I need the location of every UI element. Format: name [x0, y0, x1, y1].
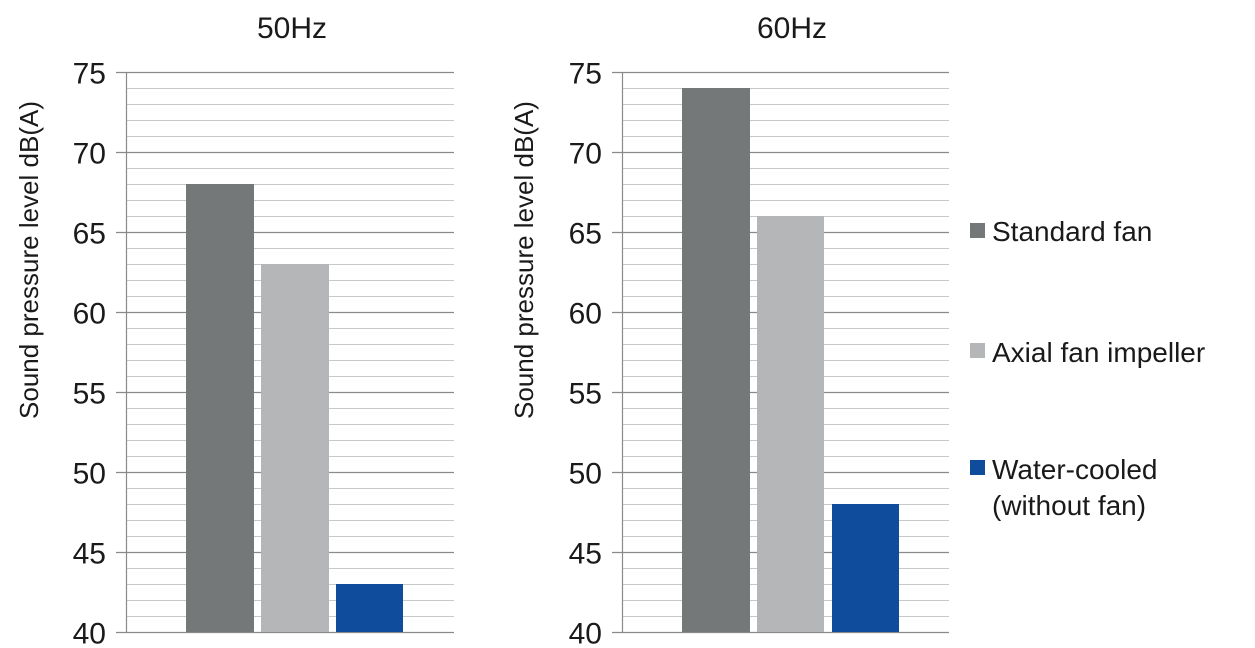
- chart-title: 60Hz: [757, 12, 827, 45]
- y-tick-label: 50: [73, 458, 106, 491]
- y-tick-label: 40: [73, 618, 106, 648]
- bar-standard-fan: [682, 88, 750, 632]
- y-tick-label: 55: [569, 378, 602, 411]
- legend-swatch-water-cooled: [970, 460, 985, 475]
- legend-label-water-cooled: Water-cooled: [992, 454, 1157, 485]
- y-tick-label: 50: [569, 458, 602, 491]
- bar-water-cooled: [336, 584, 403, 632]
- y-axis-label: Sound pressure level dB(A): [509, 101, 539, 419]
- y-tick-label: 70: [73, 138, 106, 171]
- y-tick-label: 60: [73, 298, 106, 331]
- y-tick-label: 45: [569, 538, 602, 571]
- bar-axial-fan-impeller: [757, 216, 824, 632]
- y-axis-label: Sound pressure level dB(A): [14, 101, 44, 419]
- y-tick-label: 60: [569, 298, 602, 331]
- y-tick-label: 75: [73, 58, 106, 91]
- y-tick-label: 75: [569, 58, 602, 91]
- bar-axial-fan-impeller: [261, 264, 329, 632]
- y-tick-label: 65: [569, 218, 602, 251]
- legend-label-standard-fan: Standard fan: [992, 216, 1152, 247]
- bar-standard-fan: [186, 184, 254, 632]
- legend-label-axial-fan-impeller: Axial fan impeller: [992, 337, 1205, 368]
- bar-water-cooled: [832, 504, 899, 632]
- y-tick-label: 45: [73, 538, 106, 571]
- y-tick-label: 40: [569, 618, 602, 648]
- legend-swatch-axial-fan-impeller: [970, 343, 985, 358]
- legend-swatch-standard-fan: [970, 223, 985, 238]
- legend-label-water-cooled: (without fan): [992, 490, 1146, 521]
- y-tick-label: 65: [73, 218, 106, 251]
- y-tick-label: 55: [73, 378, 106, 411]
- y-tick-label: 70: [569, 138, 602, 171]
- chart-title: 50Hz: [257, 12, 327, 45]
